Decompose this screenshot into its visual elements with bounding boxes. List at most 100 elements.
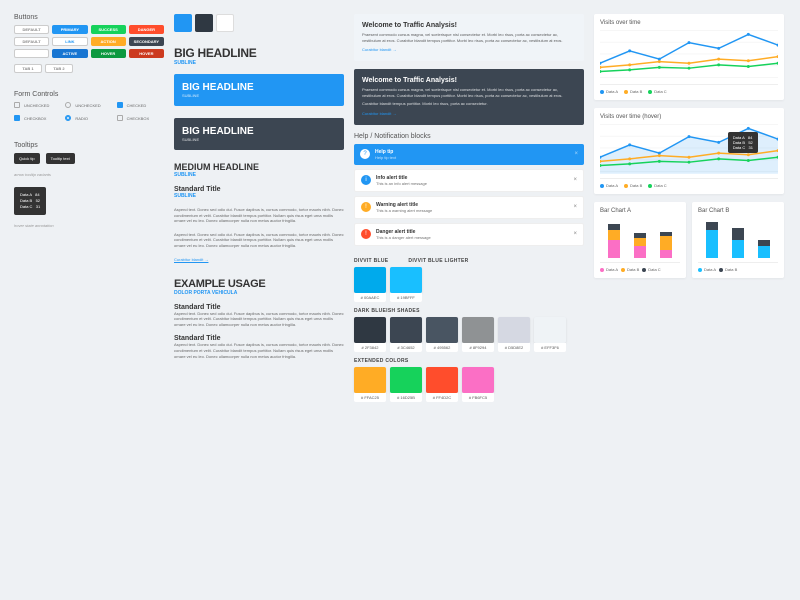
bar-stack <box>732 228 744 258</box>
swatch-color <box>426 317 458 343</box>
color-swatch: # 19BFFF <box>390 267 422 302</box>
button-grid: DEFAULTPRIMARY SUCCESSDANGER DEFAULTLINK AC… <box>14 25 164 58</box>
bar-segment <box>634 246 646 258</box>
banner-headline: BIG HEADLINE <box>182 82 336 93</box>
notification-warning: ! Warning alert titleThis is a warning a… <box>354 196 584 219</box>
close-icon[interactable]: × <box>574 151 578 157</box>
color-swatch: # FFAC25 <box>354 367 386 402</box>
button-variant[interactable] <box>14 49 49 58</box>
button-variant[interactable]: HOVER <box>91 49 126 58</box>
button-variant[interactable]: SECONDARY <box>129 37 164 46</box>
button-variant[interactable]: HOVER <box>129 49 164 58</box>
subline: SUBLINE <box>174 60 344 66</box>
notification-body: This is an info alert message <box>376 181 427 186</box>
bar-segment <box>660 250 672 258</box>
legend-item: Data B <box>621 267 639 272</box>
button-variant[interactable]: DEFAULT <box>14 25 49 34</box>
legend-item: Data C <box>648 89 666 94</box>
body-text: Aspend text. Donec sed odio dui. Fusce d… <box>174 207 344 224</box>
color-swatch: # 2F3842 <box>354 317 386 352</box>
tooltip: Quick tip <box>14 153 40 164</box>
swatch-color <box>390 267 422 293</box>
swatch <box>195 14 213 32</box>
button-variant[interactable]: DEFAULT <box>14 37 49 46</box>
bar-segment <box>608 240 620 258</box>
chart-title: Visits over time <box>600 20 778 26</box>
radio[interactable] <box>65 102 71 108</box>
standard-title-block: Standard Title SUBLINE <box>174 186 344 199</box>
tooltip: Tooltip text <box>46 153 75 164</box>
tooltip-multi: Data A 84 Data B 52 Data C 31 <box>14 187 46 215</box>
checkbox-checked[interactable] <box>117 102 123 108</box>
legend-item: Data A <box>600 267 618 272</box>
notification-body: This is a danger alert message <box>376 235 431 240</box>
tab-button[interactable]: TAB 2 <box>45 64 73 73</box>
legend-item: Data A <box>600 183 618 188</box>
radio-checked[interactable] <box>65 115 71 121</box>
bar-segment <box>706 222 718 230</box>
line-chart-1: Visits over time Data A Data B Data C <box>594 14 784 100</box>
swatch-hex: # 8F9294 <box>462 343 494 352</box>
legend-item: Data B <box>624 89 642 94</box>
palette-group: DARK BLUEISH SHADES # 2F3842 # 3C4652 # 495… <box>354 308 584 352</box>
palette-label: DIVVIT BLUE <box>354 258 388 264</box>
button-variant[interactable]: LINK <box>52 37 87 46</box>
bar-chart-b: Bar Chart B Data AData B <box>692 202 784 278</box>
tab-button[interactable]: TAB 1 <box>14 64 42 73</box>
bar-chart-a: Bar Chart A Data AData BData C <box>594 202 686 278</box>
checkbox[interactable] <box>14 102 20 108</box>
medium-headline: MEDIUM HEADLINE <box>174 162 344 172</box>
button-variant[interactable]: ACTIVE <box>52 49 87 58</box>
bar-stack <box>758 240 770 258</box>
color-swatch: # 495562 <box>426 317 458 352</box>
button-variant[interactable]: PRIMARY <box>52 25 87 34</box>
swatch-hex: # 495562 <box>426 343 458 352</box>
swatch-hex: # 3C4652 <box>390 343 422 352</box>
palette-label: DARK BLUEISH SHADES <box>354 308 584 314</box>
bar-segment <box>732 228 744 240</box>
big-headline-block: BIG HEADLINE SUBLINE <box>174 46 344 66</box>
button-variant[interactable]: SUCCESS <box>91 25 126 34</box>
example-headline: EXAMPLE USAGE <box>174 278 344 290</box>
banner-headline: BIG HEADLINE <box>182 126 336 137</box>
bar-stack <box>634 233 646 258</box>
close-icon[interactable]: × <box>573 177 577 183</box>
checkbox-checked[interactable] <box>14 115 20 121</box>
palette-section: DIVVIT BLUEDIVVIT BLUE LIGHTER# 00AAEC# … <box>354 258 584 408</box>
close-icon[interactable]: × <box>573 204 577 210</box>
welcome-link[interactable]: Curabitur blandit → <box>362 47 396 52</box>
banner-dark: BIG HEADLINE SUBLINE <box>174 118 344 150</box>
legend-item: Data A <box>698 267 716 272</box>
color-swatch: # EFF3F6 <box>534 317 566 352</box>
welcome-title: Welcome to Traffic Analysis! <box>362 22 576 29</box>
close-icon[interactable]: × <box>573 231 577 237</box>
swatch-color <box>354 367 386 393</box>
banner-subline: SUBLINE <box>182 93 336 98</box>
forms-section: Form Controls UNCHECKED UNCHECKED CHECKE… <box>14 91 164 124</box>
bar-segment <box>660 236 672 250</box>
notification-icon: ! <box>361 202 371 212</box>
button-variant[interactable]: ACTION <box>91 37 126 46</box>
medium-headline-block: MEDIUM HEADLINE SUBLINE <box>174 162 344 178</box>
swatch-hex: # FF4D2C <box>426 393 458 402</box>
example-sub: DOLOR PORTA VEHICULA <box>174 290 344 296</box>
bar-stack <box>706 222 718 258</box>
checkbox[interactable] <box>117 115 123 121</box>
chart-tooltip: Data A 84Data B 52Data C 31 <box>728 132 758 153</box>
color-swatch: # D5D8E2 <box>498 317 530 352</box>
bar-segment <box>706 230 718 258</box>
annotation: hover state annotation <box>14 223 164 228</box>
swatch-hex: # 00AAEC <box>354 293 386 302</box>
welcome-body: Praesent commodo cursus magna, vel scele… <box>362 32 576 43</box>
button-variant[interactable]: DANGER <box>129 25 164 34</box>
welcome-light: Welcome to Traffic Analysis! Praesent co… <box>354 14 584 61</box>
swatch-hex: # FB6FC5 <box>462 393 494 402</box>
notification-icon: ? <box>360 149 370 159</box>
body-text: Aspend text. Donec sed odio dui. Fusce d… <box>174 232 344 249</box>
legend-item: Data A <box>600 89 618 94</box>
notification-tip: ? Help tipHelp tip text × <box>354 144 584 165</box>
buttons-section: Buttons DEFAULTPRIMARYSUCCESSDANGERDEFAU… <box>14 14 164 73</box>
link[interactable]: Curabitur blandit → <box>174 257 344 262</box>
swatch-hex: # 2F3842 <box>354 343 386 352</box>
color-swatch: # 8F9294 <box>462 317 494 352</box>
